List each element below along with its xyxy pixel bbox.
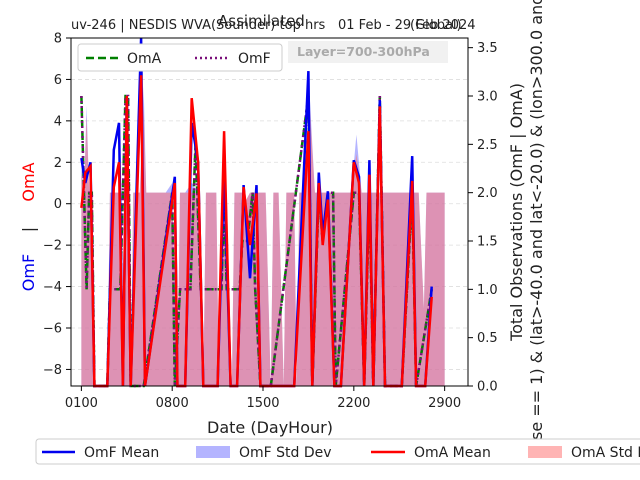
chart-title-overlap-2: 01 Feb - 29 Feb 2024 bbox=[338, 18, 476, 33]
y-tick-label-6: −4 bbox=[43, 280, 62, 295]
plot-frame bbox=[70, 37, 469, 387]
bottom-legend-oma-mean-label: OmA Mean bbox=[414, 445, 491, 461]
y-tick-label-7: −6 bbox=[43, 322, 62, 337]
y-axis-label-right-2: se == 1) & (lat>-40.0 and lat<-20.0) & (… bbox=[527, 0, 546, 440]
oma-mean-line bbox=[80, 75, 433, 388]
bottom-legend-omf-std-label: OmF Std Dev bbox=[239, 445, 332, 461]
y2-axis-ticks: 3.5 3.0 2.5 2.0 1.5 1.0 0.5 0.0 bbox=[468, 41, 498, 395]
y2-tick-label-6: 0.5 bbox=[477, 331, 498, 346]
bottom-legend-omf-std-swatch bbox=[196, 446, 230, 458]
x-tick-label-3: 2200 bbox=[337, 396, 370, 411]
svg-text:OmF | OmA: OmF | OmA bbox=[19, 162, 38, 291]
y-axis-label-left: OmF | OmA bbox=[19, 162, 38, 291]
y-axis-ticks: 8 6 4 2 0 −2 −4 −6 −8 bbox=[43, 32, 71, 378]
x-tick-label-2: 1500 bbox=[246, 396, 279, 411]
y-tick-label-2: 4 bbox=[54, 114, 62, 129]
y2-tick-label-5: 1.0 bbox=[477, 283, 498, 298]
x-axis-ticks: 0100 0800 1500 2200 2900 bbox=[65, 386, 461, 411]
y-tick-label-3: 2 bbox=[54, 156, 62, 171]
y2-tick-label-0: 3.5 bbox=[477, 41, 498, 56]
bottom-legend-oma-std-swatch bbox=[528, 446, 562, 458]
layer-annotation: Layer=700-300hPa bbox=[297, 44, 430, 59]
chart-title-overlap-3: (Global) bbox=[410, 18, 462, 33]
y-tick-label-0: 8 bbox=[54, 32, 62, 47]
top-legend-box bbox=[77, 43, 283, 72]
bottom-legend-oma-std-label: OmA Std Dev bbox=[571, 445, 640, 461]
y2-tick-label-7: 0.0 bbox=[477, 380, 498, 395]
y2-tick-label-4: 1.5 bbox=[477, 235, 498, 250]
y-label-oma: OmA bbox=[19, 162, 38, 201]
y-label-sep: | bbox=[19, 227, 38, 232]
layer-annotation-box bbox=[288, 41, 448, 63]
y-tick-label-1: 6 bbox=[54, 73, 62, 88]
top-legend-omf-label: OmF bbox=[238, 51, 271, 67]
bottom-legend-omf-mean-label: OmF Mean bbox=[84, 445, 159, 461]
top-legend-oma-label: OmA bbox=[127, 51, 162, 67]
y2-tick-label-2: 2.5 bbox=[477, 138, 498, 153]
y-tick-label-4: 0 bbox=[54, 197, 62, 212]
y2-tick-label-3: 2.0 bbox=[477, 186, 498, 201]
x-tick-label-4: 2900 bbox=[428, 396, 461, 411]
y-tick-label-5: −2 bbox=[43, 239, 62, 254]
y-axis-label-right: Total Observations (OmF | OmA) bbox=[507, 83, 526, 342]
y-label-omf: OmF bbox=[19, 254, 38, 291]
x-tick-label-1: 0800 bbox=[156, 396, 189, 411]
x-tick-label-0: 0100 bbox=[65, 396, 98, 411]
chart-title-left: uv-246 | NESDIS WVA(Sounder) top hrs bbox=[71, 18, 326, 33]
y2-tick-label-1: 3.0 bbox=[477, 90, 498, 105]
bottom-legend-box bbox=[35, 438, 640, 465]
mean-lines bbox=[80, 37, 433, 388]
chart-title-overlap-1: Assimilated bbox=[218, 12, 305, 30]
x-axis-label: Date (DayHour) bbox=[207, 418, 333, 437]
y-tick-label-8: −8 bbox=[43, 363, 62, 378]
